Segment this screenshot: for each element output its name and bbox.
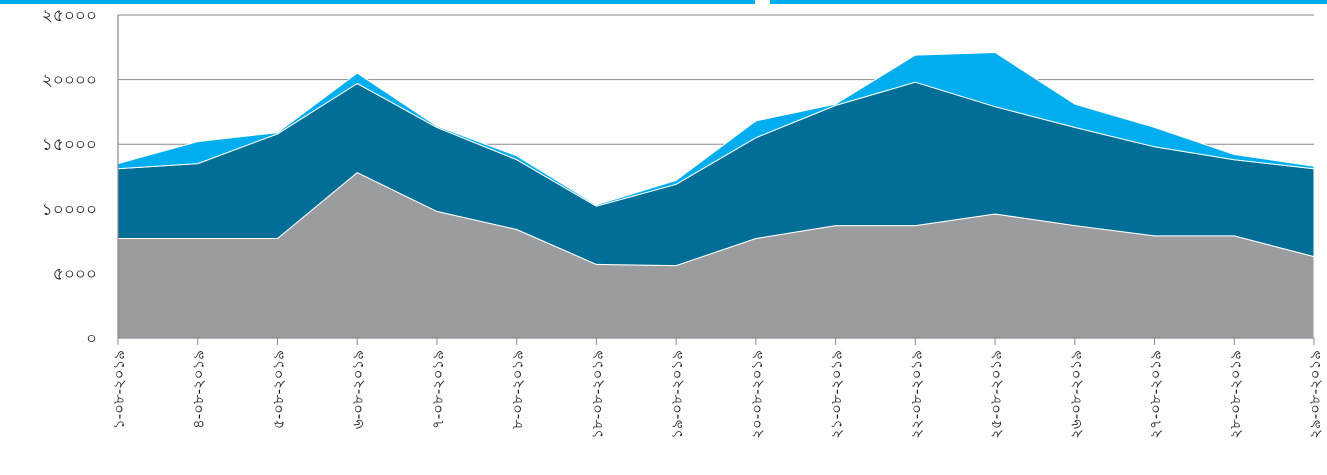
x-tick-label: ৬-০৮-২০১৯ <box>349 350 367 429</box>
x-tick-label: ২০-০৮-২০১৯ <box>748 350 766 439</box>
x-tick-label: ২১-০৮-২০১৯ <box>828 350 846 439</box>
x-tick-label: ২৫-০৮-২০১৯ <box>987 350 1005 439</box>
x-tick-label: ৫-০৮-২০১৯ <box>270 350 288 429</box>
x-tick-label: ৮-০৮-২০১৯ <box>509 350 527 429</box>
area-series-3 <box>117 52 1315 207</box>
top-accent-bar-right <box>770 0 1327 4</box>
top-accent-bar-left <box>0 0 755 4</box>
y-tick-labels: ০ ৫০০০ ১০০০০ ১৫০০০ ২০০০০ ২৫০০০ <box>42 6 97 349</box>
x-tick-label: ২৮-০৮-২০১৯ <box>1226 350 1244 439</box>
x-tick-labels: ১-০৮-২০১৯ ৪-০৮-২০১৯ ৫-০৮-২০১৯ ৬-০৮-২০১৯ ৭-০৮… <box>110 350 1324 439</box>
area-series-group <box>117 52 1315 339</box>
y-tick-label: ৫০০০ <box>53 264 97 284</box>
x-tick-label: ২৭-০৮-২০১৯ <box>1147 350 1165 439</box>
y-tick-label: ১০০০০ <box>42 200 97 220</box>
y-tick-label: ০ <box>86 329 97 349</box>
x-tick-label: ৪-০৮-২০১৯ <box>190 350 208 429</box>
y-tick-label: ২০০০০ <box>42 71 97 91</box>
y-tick-label: ২৫০০০ <box>42 6 97 26</box>
x-tick-label: ১৮-০৮-২০১৯ <box>588 350 606 439</box>
x-tick-label: ২২-০৮-২০১৯ <box>907 350 925 439</box>
x-tick-label: ৭-০৮-২০১৯ <box>429 350 447 429</box>
axes <box>117 15 1315 345</box>
x-tick-label: ২৬-০৮-২০১৯ <box>1067 350 1085 439</box>
x-tick-label: ১৯-০৮-২০১৯ <box>668 350 686 439</box>
x-tick-label: ১-০৮-২০১৯ <box>110 350 128 429</box>
y-tick-label: ১৫০০০ <box>42 135 97 155</box>
x-tick-label: ২৯-০৮-২০১৯ <box>1306 350 1324 439</box>
